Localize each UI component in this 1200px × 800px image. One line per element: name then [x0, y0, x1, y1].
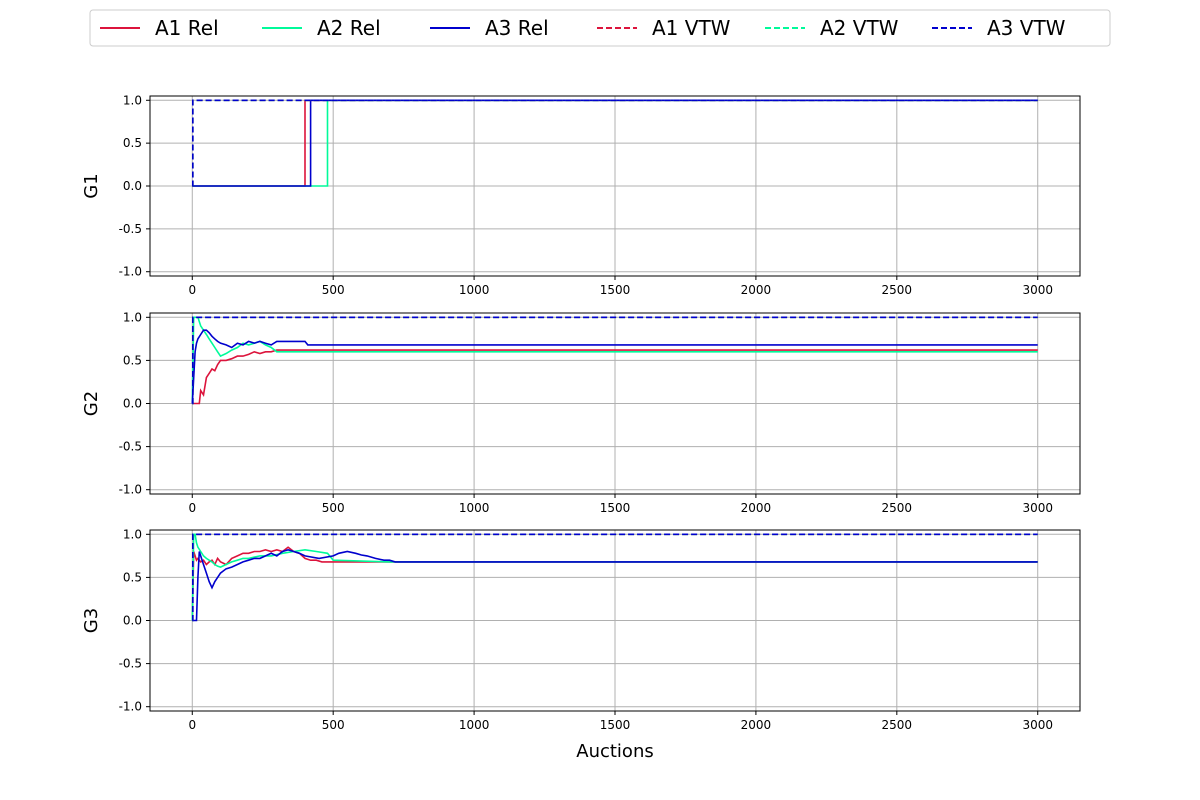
x-tick-label: 2500	[882, 718, 913, 732]
x-tick-label: 1500	[600, 283, 631, 297]
y-axis-label: G2	[81, 391, 102, 416]
y-tick-label: 1.0	[123, 527, 142, 541]
x-tick-label: 2500	[882, 283, 913, 297]
legend-label: A3 Rel	[485, 16, 549, 40]
x-tick-label: 1000	[459, 718, 490, 732]
x-tick-label: 0	[188, 718, 196, 732]
y-tick-label: 0.5	[123, 136, 142, 150]
y-tick-label: -0.5	[119, 222, 142, 236]
y-axis-label: G1	[81, 173, 102, 198]
y-tick-label: 0.0	[123, 179, 142, 193]
legend-label: A2 Rel	[317, 16, 381, 40]
x-tick-label: 500	[322, 501, 345, 515]
x-tick-label: 2500	[882, 501, 913, 515]
x-axis-label: Auctions	[576, 741, 653, 762]
y-tick-label: -0.5	[119, 657, 142, 671]
x-tick-label: 3000	[1022, 718, 1053, 732]
x-tick-label: 1500	[600, 718, 631, 732]
x-tick-label: 1500	[600, 501, 631, 515]
y-tick-label: 0.0	[123, 614, 142, 628]
x-tick-label: 1000	[459, 501, 490, 515]
y-tick-label: 1.0	[123, 93, 142, 107]
y-tick-label: -1.0	[119, 700, 142, 714]
y-tick-label: 0.0	[123, 397, 142, 411]
legend-label: A2 VTW	[820, 16, 899, 40]
y-tick-label: 0.5	[123, 353, 142, 367]
x-tick-label: 3000	[1022, 283, 1053, 297]
x-tick-label: 500	[322, 283, 345, 297]
panel-g2: 0 500 1000 1500 2000 2500 3000 -1.0 -0.5 0.0 0.5 1.…	[81, 310, 1080, 515]
x-tick-label: 0	[188, 501, 196, 515]
y-tick-label: 1.0	[123, 310, 142, 324]
x-tick-label: 3000	[1022, 501, 1053, 515]
y-tick-label: 0.5	[123, 570, 142, 584]
y-tick-label: -0.5	[119, 440, 142, 454]
legend-label: A3 VTW	[987, 16, 1066, 40]
legend-label: A1 Rel	[155, 16, 219, 40]
y-axis-label: G3	[81, 608, 102, 633]
x-tick-label: 2000	[741, 283, 772, 297]
legend-label: A1 VTW	[652, 16, 731, 40]
x-tick-label: 2000	[741, 718, 772, 732]
y-tick-label: -1.0	[119, 265, 142, 279]
panels: 0 500 1000 1500 2000 2500 3000 -1.0 -0.5 0.0 0.5 1.…	[81, 93, 1080, 732]
y-tick-label: -1.0	[119, 483, 142, 497]
x-tick-label: 1000	[459, 283, 490, 297]
x-tick-label: 500	[322, 718, 345, 732]
panel-g3: 0 500 1000 1500 2000 2500 3000 -1.0 -0.5 0.0 0.5 1.…	[81, 527, 1080, 732]
x-tick-label: 2000	[741, 501, 772, 515]
panel-g1: 0 500 1000 1500 2000 2500 3000 -1.0 -0.5 0.0 0.5 1.…	[81, 93, 1080, 297]
legend: A1 Rel A2 Rel A3 Rel A1 VTW A2 VTW A3 VTW	[90, 10, 1110, 46]
x-tick-label: 0	[188, 283, 196, 297]
